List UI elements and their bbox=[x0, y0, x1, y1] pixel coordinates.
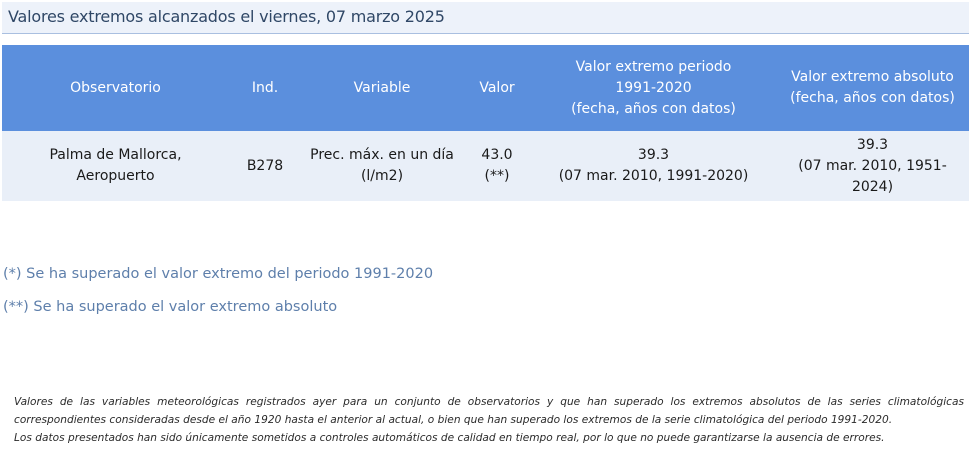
header-extremo-periodo-title: Valor extremo periodo 1991-2020 bbox=[575, 58, 732, 96]
header-extremo-absoluto-title: Valor extremo absoluto bbox=[791, 69, 954, 85]
cell-variable: Prec. máx. en un día (l/m2) bbox=[301, 131, 463, 201]
header-valor: Valor bbox=[463, 45, 531, 131]
extremes-table: Observatorio Ind. Variable Valor Valor e… bbox=[2, 45, 969, 201]
cell-extremo-periodo-valor: 39.3 bbox=[637, 147, 670, 163]
cell-extremo-absoluto-detalle: (07 mar. 2010, 1951-2024) bbox=[798, 157, 947, 195]
footer-line-1: Valores de las variables meteorológicas … bbox=[14, 396, 964, 408]
cell-valor-mark: (**) bbox=[484, 168, 510, 184]
cell-ind: B278 bbox=[229, 131, 301, 201]
table-header-row: Observatorio Ind. Variable Valor Valor e… bbox=[2, 45, 969, 131]
cell-observatorio: Palma de Mallorca, Aeropuerto bbox=[2, 131, 229, 201]
header-extremo-periodo-sub: (fecha, años con datos) bbox=[571, 100, 736, 117]
header-extremo-periodo: Valor extremo periodo 1991-2020 (fecha, … bbox=[531, 45, 776, 131]
header-variable: Variable bbox=[301, 45, 463, 131]
table-row: Palma de Mallorca, Aeropuerto B278 Prec.… bbox=[2, 131, 969, 201]
cell-valor: 43.0 (**) bbox=[463, 131, 531, 201]
header-extremo-absoluto-sub: (fecha, años con datos) bbox=[790, 90, 955, 106]
header-observatorio: Observatorio bbox=[2, 45, 229, 131]
footer-line-3: Los datos presentados han sido únicament… bbox=[14, 432, 885, 444]
cell-extremo-absoluto: 39.3 (07 mar. 2010, 1951-2024) bbox=[776, 131, 969, 201]
header-ind: Ind. bbox=[229, 45, 301, 131]
cell-extremo-absoluto-valor: 39.3 bbox=[856, 136, 889, 153]
cell-extremo-periodo: 39.3 (07 mar. 2010, 1991-2020) bbox=[531, 131, 776, 201]
page-title: Valores extremos alcanzados el viernes, … bbox=[8, 7, 445, 26]
cell-valor-number: 43.0 bbox=[481, 147, 513, 163]
header-extremo-absoluto: Valor extremo absoluto (fecha, años con … bbox=[776, 45, 969, 131]
title-bar: Valores extremos alcanzados el viernes, … bbox=[2, 2, 969, 34]
note-periodo: (*) Se ha superado el valor extremo del … bbox=[3, 266, 434, 282]
cell-extremo-periodo-detalle: (07 mar. 2010, 1991-2020) bbox=[558, 168, 749, 184]
footer-line-2: correspondientes consideradas desde el a… bbox=[14, 414, 893, 426]
footer-disclaimer: Valores de las variables meteorológicas … bbox=[14, 393, 964, 447]
note-absoluto: (**) Se ha superado el valor extremo abs… bbox=[3, 299, 338, 315]
